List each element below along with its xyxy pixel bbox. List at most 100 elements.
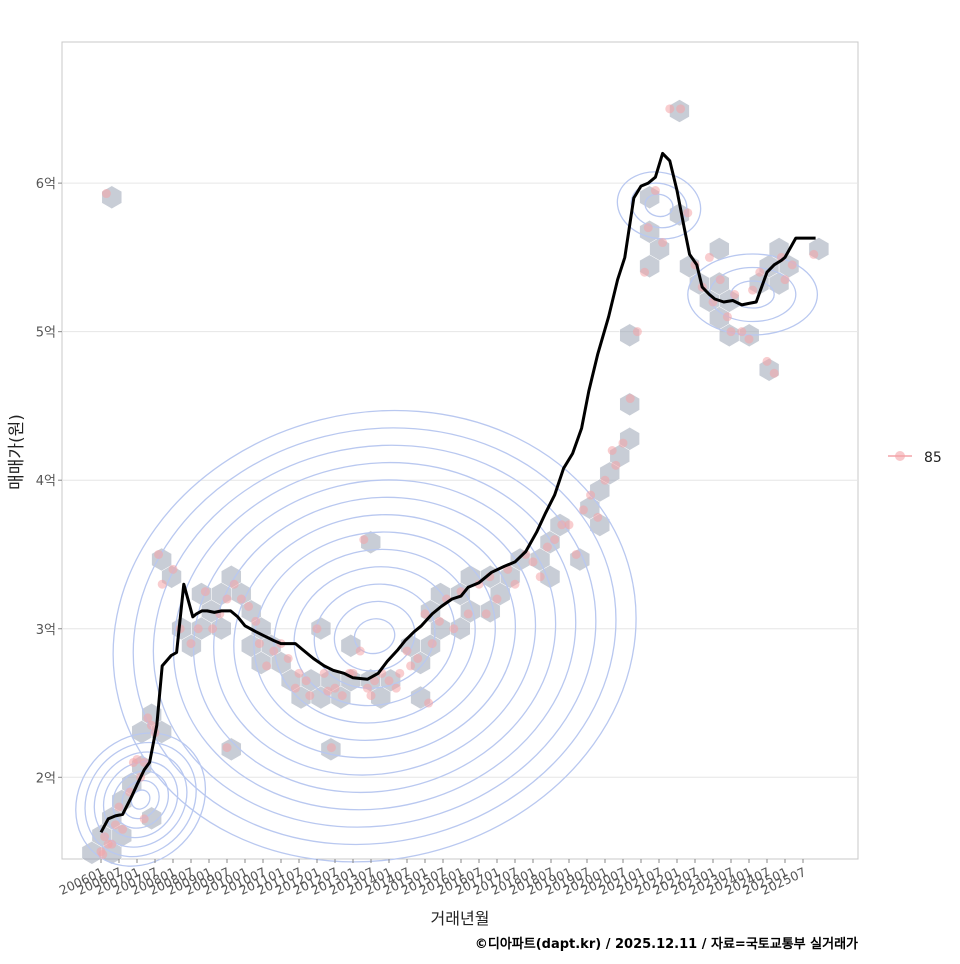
data-point bbox=[715, 275, 725, 285]
data-point bbox=[593, 512, 603, 522]
data-point bbox=[492, 594, 502, 604]
caption: ©디아파트(dapt.kr) / 2025.12.11 / 자료=국토교통부 실… bbox=[475, 936, 858, 952]
data-point bbox=[769, 368, 779, 378]
data-point bbox=[809, 249, 819, 259]
data-point bbox=[157, 579, 167, 589]
data-point bbox=[640, 267, 650, 277]
density-contour bbox=[75, 732, 207, 867]
data-point bbox=[139, 814, 149, 824]
data-point bbox=[755, 267, 765, 277]
data-point bbox=[283, 653, 293, 663]
density-contour bbox=[152, 444, 597, 828]
line-layer bbox=[99, 151, 816, 834]
data-point bbox=[251, 616, 261, 626]
data-point bbox=[449, 624, 459, 634]
data-point bbox=[481, 609, 491, 619]
data-point bbox=[586, 490, 596, 500]
data-point bbox=[571, 549, 581, 559]
data-point bbox=[618, 438, 628, 448]
data-point bbox=[262, 661, 272, 671]
data-point bbox=[744, 334, 754, 344]
data-point bbox=[154, 549, 164, 559]
density-contour bbox=[172, 461, 577, 811]
y-axis: 2억 3억 4억 5억 6억 bbox=[36, 177, 62, 786]
data-point bbox=[186, 639, 196, 649]
data-point bbox=[402, 646, 412, 656]
data-point bbox=[269, 646, 279, 656]
y-axis-title: 매매가(원) bbox=[7, 414, 27, 490]
data-point bbox=[312, 624, 322, 634]
data-point bbox=[319, 668, 329, 678]
data-point bbox=[305, 691, 315, 701]
data-point bbox=[643, 223, 653, 233]
data-point bbox=[98, 850, 108, 860]
y-tick-label: 2억 bbox=[36, 771, 56, 786]
data-point bbox=[722, 312, 732, 322]
data-point bbox=[229, 579, 239, 589]
data-point bbox=[625, 394, 635, 404]
density-contour bbox=[293, 566, 456, 707]
data-point bbox=[168, 564, 178, 574]
data-point bbox=[294, 668, 304, 678]
data-point bbox=[132, 754, 142, 764]
data-point bbox=[726, 327, 736, 337]
data-point bbox=[101, 189, 111, 199]
data-point bbox=[406, 661, 416, 671]
data-point bbox=[366, 691, 376, 701]
data-point bbox=[384, 676, 394, 686]
legend: 85 bbox=[888, 450, 942, 466]
x-axis-title: 거래년월 bbox=[431, 909, 490, 928]
data-point bbox=[355, 646, 365, 656]
data-point bbox=[607, 446, 617, 455]
density-contour bbox=[253, 531, 496, 741]
data-point bbox=[632, 327, 642, 337]
data-point bbox=[420, 609, 430, 619]
data-point bbox=[362, 683, 372, 693]
density-contour bbox=[616, 171, 702, 240]
legend-label: 85 bbox=[924, 450, 942, 466]
data-point bbox=[762, 356, 772, 366]
data-point bbox=[528, 557, 538, 567]
trend-line bbox=[99, 151, 816, 834]
data-point bbox=[222, 743, 232, 753]
hex-bin bbox=[141, 806, 162, 831]
data-point bbox=[676, 104, 686, 114]
data-point bbox=[434, 616, 444, 626]
data-point bbox=[665, 104, 675, 114]
data-point bbox=[683, 208, 693, 218]
density-contour bbox=[84, 741, 197, 858]
data-point bbox=[290, 683, 300, 693]
y-tick-label: 4억 bbox=[36, 474, 56, 489]
legend-key-point bbox=[895, 451, 905, 461]
density-contour bbox=[112, 409, 637, 863]
data-point bbox=[208, 624, 218, 634]
data-point bbox=[748, 285, 758, 295]
data-point bbox=[424, 698, 434, 708]
density-contour bbox=[112, 770, 170, 829]
data-point bbox=[330, 683, 340, 693]
y-tick-label: 3억 bbox=[36, 623, 56, 638]
data-point bbox=[413, 653, 423, 663]
data-point bbox=[658, 238, 668, 248]
data-point bbox=[244, 601, 254, 611]
data-point bbox=[463, 609, 473, 619]
data-point bbox=[118, 824, 128, 834]
density-contour bbox=[273, 548, 476, 724]
data-point bbox=[107, 839, 117, 849]
data-point bbox=[222, 594, 232, 604]
data-point bbox=[780, 275, 790, 285]
data-point bbox=[578, 505, 588, 515]
data-point bbox=[704, 252, 714, 262]
data-point bbox=[564, 520, 574, 530]
scatter-layer bbox=[96, 104, 819, 860]
data-point bbox=[143, 713, 153, 723]
density-contour bbox=[313, 583, 436, 689]
density-contour bbox=[132, 427, 617, 846]
data-point bbox=[427, 639, 437, 649]
x-axis: 2006012006072007012007072008012008072009… bbox=[57, 859, 808, 898]
density-contour bbox=[353, 618, 396, 655]
data-point bbox=[236, 594, 246, 604]
data-point bbox=[301, 676, 311, 686]
